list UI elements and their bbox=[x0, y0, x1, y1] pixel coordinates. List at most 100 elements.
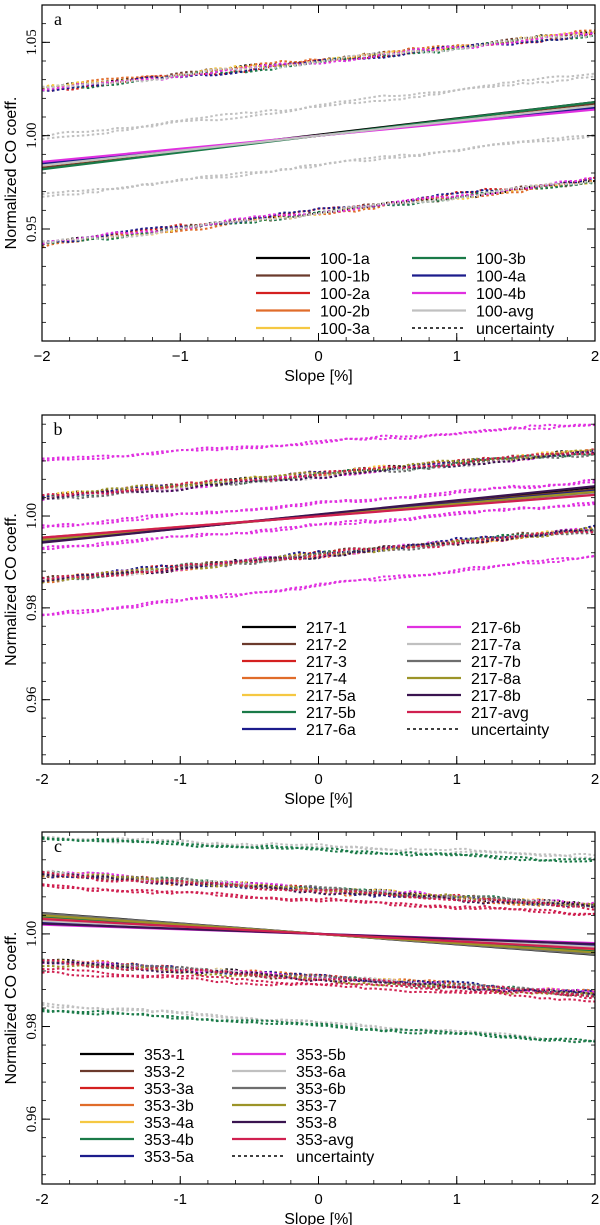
legend-label: 217-8a bbox=[471, 671, 521, 688]
legend-label: 353-5a bbox=[144, 1149, 194, 1166]
plot-area bbox=[42, 423, 595, 617]
legend-label: 353-2 bbox=[144, 1064, 185, 1081]
series-line-217-8b bbox=[42, 485, 595, 544]
panel-letter: b bbox=[54, 419, 63, 439]
legend-label: 353-6b bbox=[296, 1081, 346, 1098]
x-tick-label: 2 bbox=[591, 348, 599, 365]
legend-label: 217-6b bbox=[471, 620, 521, 637]
legend-label: 217-7b bbox=[471, 654, 521, 671]
legend-label: 217-2 bbox=[306, 637, 347, 654]
uncertainty-curve bbox=[42, 959, 595, 998]
uncertainty-curve bbox=[42, 872, 595, 909]
uncertainty-curve bbox=[42, 530, 595, 581]
plot-area bbox=[42, 836, 595, 1044]
x-tick-label: 1 bbox=[453, 348, 461, 365]
y-tick-label: 0.96 bbox=[24, 1106, 40, 1133]
plot-area bbox=[42, 29, 595, 249]
panel-c: -2 -1 0 1 2 0.96 0.98 1.00 Slope [%] Normalized C… bbox=[3, 831, 599, 1225]
y-tick-label: 1.00 bbox=[24, 503, 40, 529]
y-tick-label: 0.96 bbox=[24, 686, 40, 713]
legend-label: 217-3 bbox=[306, 654, 347, 671]
x-axis-label: Slope [%] bbox=[284, 791, 352, 808]
uncertainty-curve bbox=[42, 529, 595, 583]
y-axis-label: Normalized CO coeff. bbox=[3, 932, 20, 1085]
uncertainty-curve bbox=[42, 836, 595, 860]
series-line-353-avg bbox=[42, 917, 595, 950]
legend-label: 353-4b bbox=[144, 1132, 194, 1149]
series-line-100-avg bbox=[42, 104, 595, 167]
legend-label: 217-1 bbox=[306, 620, 347, 637]
legend-label: 353-7 bbox=[296, 1098, 337, 1115]
uncertainty-curve bbox=[42, 32, 595, 89]
uncertainty-curve bbox=[42, 871, 595, 906]
legend-label: 217-4 bbox=[306, 671, 347, 688]
x-tick-label: -1 bbox=[174, 771, 187, 788]
uncertainty-curve bbox=[42, 959, 595, 998]
x-tick-label: 0 bbox=[314, 1191, 322, 1208]
uncertainty-curve bbox=[42, 959, 595, 993]
y-tick-label: 0.95 bbox=[24, 216, 40, 242]
uncertainty-curve bbox=[42, 1003, 595, 1042]
uncertainty-curve bbox=[42, 964, 595, 996]
legend-label: 353-3b bbox=[144, 1098, 194, 1115]
legend-label: uncertainty bbox=[296, 1149, 374, 1166]
y-tick-label: 1.00 bbox=[24, 921, 40, 947]
series-line-217-avg bbox=[42, 493, 595, 539]
uncertainty-curve bbox=[42, 72, 595, 137]
legend-label: 100-2a bbox=[320, 286, 370, 303]
y-tick-label: 0.98 bbox=[24, 595, 40, 621]
uncertainty-curve bbox=[42, 524, 595, 581]
uncertainty-curve bbox=[42, 871, 595, 908]
panel-letter: c bbox=[54, 836, 62, 856]
uncertainty-curve bbox=[42, 960, 595, 993]
x-tick-label: −1 bbox=[172, 348, 189, 365]
uncertainty-curve bbox=[42, 134, 595, 198]
uncertainty-curve bbox=[42, 133, 595, 196]
y-tick-label: 1.00 bbox=[24, 123, 40, 149]
uncertainty-curve bbox=[42, 958, 595, 998]
x-tick-label: 2 bbox=[591, 771, 599, 788]
legend-label: 100-1b bbox=[320, 269, 370, 286]
legend-label: 353-6a bbox=[296, 1064, 346, 1081]
x-tick-label: 0 bbox=[314, 348, 322, 365]
x-tick-label: 2 bbox=[591, 1191, 599, 1208]
legend-label: 217-avg bbox=[471, 705, 529, 722]
legend-label: 100-4b bbox=[476, 286, 526, 303]
x-tick-label: 1 bbox=[453, 771, 461, 788]
y-axis-label: Normalized CO coeff. bbox=[3, 513, 20, 666]
uncertainty-curve bbox=[42, 452, 595, 497]
legend-label: 100-3a bbox=[320, 321, 370, 338]
x-tick-label: -2 bbox=[35, 771, 48, 788]
legend-label: 100-1a bbox=[320, 251, 370, 268]
uncertainty-curve bbox=[42, 555, 595, 617]
uncertainty-curve bbox=[42, 180, 595, 245]
x-tick-label: -2 bbox=[35, 1191, 48, 1208]
uncertainty-curve bbox=[42, 481, 595, 528]
uncertainty-curve bbox=[42, 554, 595, 616]
uncertainty-curve bbox=[42, 34, 595, 89]
y-axis-label: Normalized CO coeff. bbox=[3, 97, 20, 250]
x-tick-label: 1 bbox=[453, 1191, 461, 1208]
panel-a: −2 −1 0 1 2 0.95 1.00 1.05 Slope [%] Normalized C… bbox=[3, 4, 599, 385]
legend-label: 353-4a bbox=[144, 1115, 194, 1132]
legend-label: 353-5b bbox=[296, 1047, 346, 1064]
legend-label: 100-3b bbox=[476, 251, 526, 268]
uncertainty-curve bbox=[42, 423, 595, 460]
uncertainty-curve bbox=[42, 503, 595, 550]
uncertainty-curve bbox=[42, 501, 595, 551]
legend-label: 353-1 bbox=[144, 1047, 185, 1064]
uncertainty-curve bbox=[42, 75, 595, 141]
uncertainty-curve bbox=[42, 31, 595, 92]
legend-label: 217-5b bbox=[306, 705, 356, 722]
x-axis-label: Slope [%] bbox=[284, 368, 352, 385]
legend-label: 353-avg bbox=[296, 1132, 354, 1149]
y-tick-label: 1.05 bbox=[24, 29, 40, 55]
x-tick-label: 0 bbox=[314, 771, 322, 788]
legend-label: 217-8b bbox=[471, 688, 521, 705]
panel-b: -2 -1 0 1 2 0.96 0.98 1.00 Slope [%] Normalized C… bbox=[3, 414, 599, 808]
legend-label: 217-7a bbox=[471, 637, 521, 654]
legend-label: 353-3a bbox=[144, 1081, 194, 1098]
legend-label: uncertainty bbox=[476, 321, 554, 338]
x-axis-label: Slope [%] bbox=[284, 1211, 352, 1225]
